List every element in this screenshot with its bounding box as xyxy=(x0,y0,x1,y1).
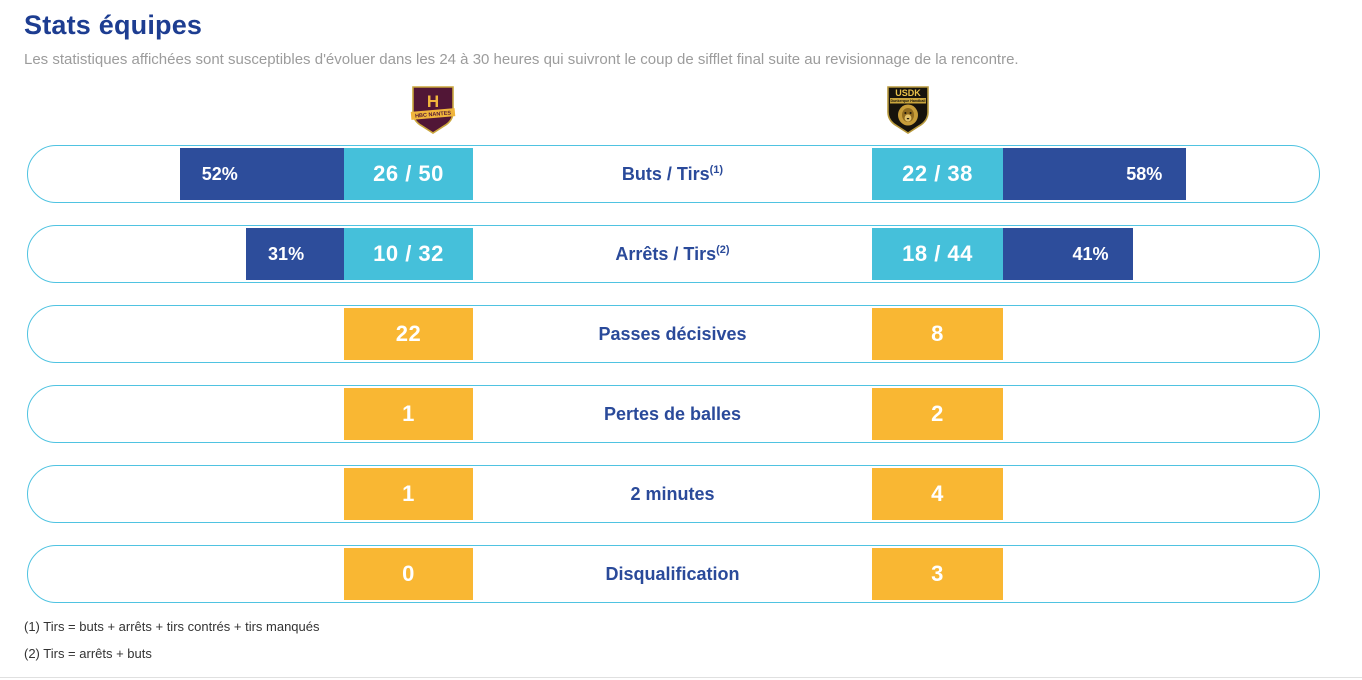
stat-row: 22 Passes décisives 8 xyxy=(27,305,1320,363)
stat-label: Pertes de balles xyxy=(603,403,742,424)
home-logo-letter: H xyxy=(427,92,439,111)
home-value-box: 1 xyxy=(344,468,473,520)
away-bar-zone xyxy=(1003,548,1319,600)
footnote: (1) Tirs = buts + arrêts + tirs contrés … xyxy=(24,619,320,634)
away-value: 22 / 38 xyxy=(902,161,973,186)
away-value: 2 xyxy=(931,401,944,426)
home-value-box: 26 / 50 xyxy=(344,148,473,200)
stat-label: Buts / Tirs(1) xyxy=(621,163,724,184)
home-value-box: 0 xyxy=(344,548,473,600)
stat-row: 0 Disqualification 3 xyxy=(27,545,1320,603)
away-percent-label: 58% xyxy=(1126,163,1163,184)
away-team-logo: USDK Dunkerque Handball xyxy=(887,86,929,134)
stat-row: 31% 10 / 32 Arrêts / Tirs(2) 18 / 44 41% xyxy=(27,225,1320,283)
home-bar-zone xyxy=(28,308,344,360)
away-percent-label: 41% xyxy=(1072,243,1109,264)
away-logo-band xyxy=(890,98,926,104)
away-value-box: 18 / 44 xyxy=(872,228,1003,280)
home-logo-banner-text: HBC NANTES xyxy=(415,110,452,119)
away-value-box: 8 xyxy=(872,308,1003,360)
away-bar-zone: 58% xyxy=(1003,148,1319,200)
lion-icon xyxy=(898,104,918,126)
away-bar-zone: 41% xyxy=(1003,228,1319,280)
stat-row: 1 Pertes de balles 2 xyxy=(27,385,1320,443)
stat-row: 1 2 minutes 4 xyxy=(27,465,1320,523)
away-value-box: 4 xyxy=(872,468,1003,520)
away-value-box: 22 / 38 xyxy=(872,148,1003,200)
away-bar-zone xyxy=(1003,388,1319,440)
footnote: (2) Tirs = arrêts + buts xyxy=(24,646,152,661)
home-percent-bar: 31% xyxy=(246,228,344,280)
away-bar-zone xyxy=(1003,308,1319,360)
stat-label: Arrêts / Tirs(2) xyxy=(615,243,730,264)
home-value: 1 xyxy=(402,481,415,506)
away-value-box: 3 xyxy=(872,548,1003,600)
home-bar-zone xyxy=(28,388,344,440)
away-bar-zone xyxy=(1003,468,1319,520)
home-value-box: 22 xyxy=(344,308,473,360)
home-logo-banner: HBC NANTES xyxy=(410,108,456,120)
stat-label: Disqualification xyxy=(605,563,740,584)
away-percent-bar: 41% xyxy=(1003,228,1133,280)
away-value: 4 xyxy=(931,481,944,506)
stat-label: 2 minutes xyxy=(630,483,715,504)
home-bar-zone: 52% xyxy=(28,148,344,200)
away-logo-abbr: USDK xyxy=(895,88,921,98)
footnotes: (1) Tirs = buts + arrêts + tirs contrés … xyxy=(24,619,320,673)
stat-label: Passes décisives xyxy=(598,323,747,344)
home-percent-bar: 52% xyxy=(179,148,344,200)
home-percent-label: 52% xyxy=(201,163,238,184)
away-value: 8 xyxy=(931,321,944,346)
home-value: 10 / 32 xyxy=(373,241,444,266)
home-percent-label: 31% xyxy=(268,243,305,264)
page-subtitle: Les statistiques affichées sont suscepti… xyxy=(24,51,1019,68)
home-team-logo: H HBC NANTES xyxy=(410,86,456,134)
away-value-box: 2 xyxy=(872,388,1003,440)
page-title: Stats équipes xyxy=(24,10,203,40)
away-percent-bar: 58% xyxy=(1003,148,1187,200)
home-value: 26 / 50 xyxy=(373,161,444,186)
stat-row: 52% 26 / 50 Buts / Tirs(1) 22 / 38 58% xyxy=(27,145,1320,203)
home-value-box: 10 / 32 xyxy=(344,228,473,280)
team-logos-row: H HBC NANTES USDK Dunkerque Handball xyxy=(0,85,1362,135)
home-bar-zone xyxy=(28,548,344,600)
away-value: 18 / 44 xyxy=(902,241,973,266)
away-value: 3 xyxy=(931,561,944,586)
home-bar-zone: 31% xyxy=(28,228,344,280)
away-logo-band-text: Dunkerque Handball xyxy=(891,99,926,103)
home-bar-zone xyxy=(28,468,344,520)
stats-rows: 52% 26 / 50 Buts / Tirs(1) 22 / 38 58% 3… xyxy=(27,145,1320,625)
home-value-box: 1 xyxy=(344,388,473,440)
home-value: 0 xyxy=(402,561,415,586)
home-value: 22 xyxy=(395,321,422,346)
bottom-divider xyxy=(0,677,1362,678)
home-value: 1 xyxy=(402,401,415,426)
